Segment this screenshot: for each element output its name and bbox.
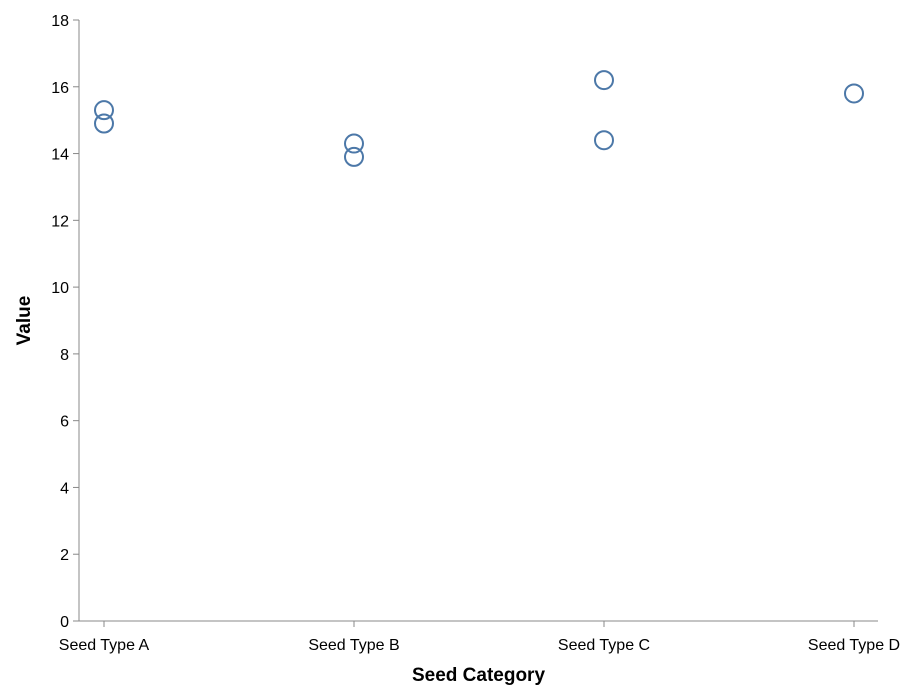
- data-point: [94, 100, 114, 121]
- x-tick-label: Seed Type A: [59, 637, 150, 654]
- data-point: [594, 130, 614, 151]
- y-tick-label: 12: [51, 213, 69, 230]
- y-tick-label: 18: [51, 13, 69, 30]
- data-point: [594, 70, 614, 91]
- data-point: [844, 83, 864, 104]
- y-tick-label: 2: [60, 547, 69, 564]
- y-tick-label: 8: [60, 347, 69, 364]
- y-tick-label: 16: [51, 80, 69, 97]
- x-tick-label: Seed Type B: [308, 637, 399, 654]
- y-tick-label: 14: [51, 147, 69, 164]
- y-tick-label: 6: [60, 414, 69, 431]
- y-axis-title: Value: [14, 296, 35, 346]
- x-axis: Seed Type A Seed Type B Seed Type C Seed Ty…: [59, 621, 900, 654]
- x-tick-label: Seed Type D: [808, 637, 900, 654]
- y-tick-label: 10: [51, 280, 69, 297]
- y-tick-label: 4: [60, 480, 69, 497]
- y-axis: 0 2 4 6 8 10 12 14 16 18: [51, 13, 79, 631]
- data-point: [344, 146, 364, 167]
- data-points: [94, 70, 864, 167]
- x-axis-title: Seed Category: [412, 665, 545, 686]
- data-point: [94, 113, 114, 134]
- y-tick-label: 0: [60, 614, 69, 631]
- x-tick-label: Seed Type C: [558, 637, 650, 654]
- data-point: [344, 133, 364, 154]
